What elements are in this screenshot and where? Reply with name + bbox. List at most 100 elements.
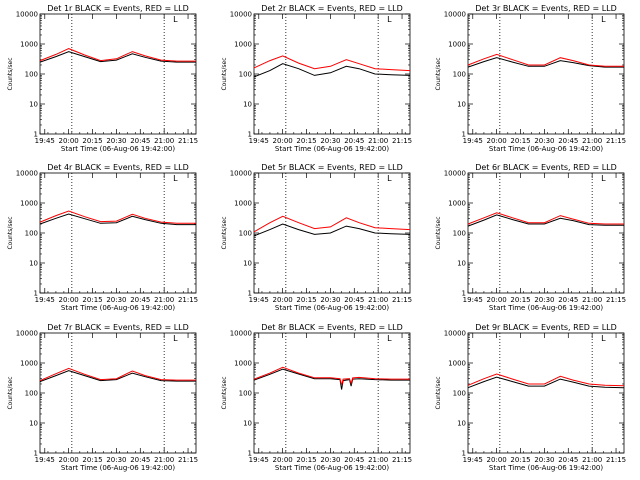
corner-marker: L [173,15,178,24]
series-line-events [39,213,196,226]
x-tick-label: 20:45 [130,296,150,304]
x-tick-label: 21:00 [154,137,174,145]
plot-frame [39,13,197,135]
x-tick-label: 21:00 [582,456,602,464]
plot-frame [467,332,625,454]
y-axis-label: Counts/sec [221,216,228,249]
x-tick-label: 20:30 [534,296,554,304]
plot-frame [253,172,411,294]
series-line-events [467,214,624,227]
y-axis-label: Counts/sec [221,376,228,409]
x-tick-label: 19:45 [35,137,55,145]
series-line-lld [467,212,624,225]
series-line-events [253,368,410,390]
y-tick-label: 1000 [448,41,466,49]
x-tick-label: 21:00 [154,296,174,304]
x-tick-label: 20:45 [130,456,150,464]
x-tick-label: 20:45 [558,456,578,464]
x-tick-label: 20:45 [344,296,364,304]
y-tick-label: 10000 [16,170,38,178]
x-tick-label: 20:30 [320,137,340,145]
plot-frame [39,172,197,294]
x-tick-label: 21:15 [606,296,626,304]
x-tick-label: 20:15 [296,456,316,464]
y-axis-label: Counts/sec [7,216,14,249]
y-tick-label: 10000 [230,11,252,19]
x-tick-label: 21:15 [606,456,626,464]
y-tick-label: 10 [243,101,252,109]
y-tick-label: 1 [248,131,252,139]
panel-title: Det 2r BLACK = Events, RED = LLD [261,4,403,13]
x-tick-label: 19:45 [35,296,55,304]
y-axis-label: Counts/sec [7,57,14,90]
panel-3: Det 3r BLACK = Events, RED = LLD 1 10 100 10… [435,4,626,153]
series-line-events [467,376,625,389]
x-tick-label: 21:00 [368,296,388,304]
y-tick-label: 100 [453,230,466,238]
x-tick-label: 21:00 [368,456,388,464]
x-tick-label: 21:15 [392,296,412,304]
x-tick-label: 21:15 [392,456,412,464]
x-tick-label: 20:15 [510,296,530,304]
y-tick-label: 1000 [234,360,252,368]
y-tick-label: 10 [457,260,466,268]
plot-frame [253,13,411,135]
y-tick-label: 100 [453,390,466,398]
x-tick-label: 19:45 [249,296,269,304]
panel-5: Det 5r BLACK = Events, RED = LLD 1 10 100 10… [221,163,412,312]
plot-frame [253,332,411,454]
series-line-events [39,370,196,383]
series-line-lld [467,373,625,387]
x-axis-label: Start Time (06-Aug-06 19:42:00) [61,304,175,312]
y-tick-label: 1 [34,290,38,298]
series-line-lld [39,48,196,62]
y-tick-label: 10 [243,260,252,268]
series-line-lld [467,53,624,67]
x-tick-label: 21:00 [582,137,602,145]
x-tick-label: 20:15 [296,137,316,145]
x-tick-label: 20:45 [344,137,364,145]
x-tick-label: 20:15 [82,456,102,464]
y-tick-label: 1000 [20,41,38,49]
y-tick-label: 1 [34,131,38,139]
y-tick-label: 100 [25,390,38,398]
y-axis-label: Counts/sec [435,57,442,90]
y-tick-label: 10 [457,420,466,428]
x-tick-label: 20:00 [59,456,79,464]
x-tick-label: 20:00 [273,296,293,304]
y-tick-label: 1000 [448,200,466,208]
y-tick-label: 10000 [444,170,466,178]
y-axis-label: Counts/sec [435,376,442,409]
x-tick-label: 20:45 [344,456,364,464]
y-tick-label: 1000 [20,200,38,208]
x-tick-label: 20:15 [510,456,530,464]
panel-title: Det 1r BLACK = Events, RED = LLD [47,4,189,13]
x-tick-label: 21:15 [606,137,626,145]
y-tick-label: 1 [248,450,252,458]
panel-title: Det 9r BLACK = Events, RED = LLD [475,323,617,332]
x-axis-label: Start Time (06-Aug-06 19:42:00) [489,145,603,153]
x-tick-label: 20:00 [487,137,507,145]
x-tick-label: 19:45 [35,456,55,464]
panel-title: Det 6r BLACK = Events, RED = LLD [475,163,617,172]
panel-4: Det 4r BLACK = Events, RED = LLD 1 10 100 10… [7,163,198,312]
x-axis-label: Start Time (06-Aug-06 19:42:00) [61,464,175,472]
x-tick-label: 20:00 [273,456,293,464]
y-tick-label: 100 [25,230,38,238]
corner-marker: L [387,15,392,24]
y-tick-label: 100 [453,71,466,79]
x-tick-label: 20:30 [320,296,340,304]
y-tick-label: 100 [25,71,38,79]
x-tick-label: 21:00 [582,296,602,304]
panel-title: Det 8r BLACK = Events, RED = LLD [261,323,403,332]
series-line-lld [253,215,411,233]
y-axis-label: Counts/sec [435,216,442,249]
corner-marker: L [173,174,178,183]
x-tick-label: 19:45 [249,456,269,464]
y-tick-label: 10 [29,101,38,109]
panel-title: Det 3r BLACK = Events, RED = LLD [475,4,617,13]
x-tick-label: 20:00 [59,137,79,145]
x-axis-label: Start Time (06-Aug-06 19:42:00) [275,145,389,153]
plot-frame [467,13,625,135]
